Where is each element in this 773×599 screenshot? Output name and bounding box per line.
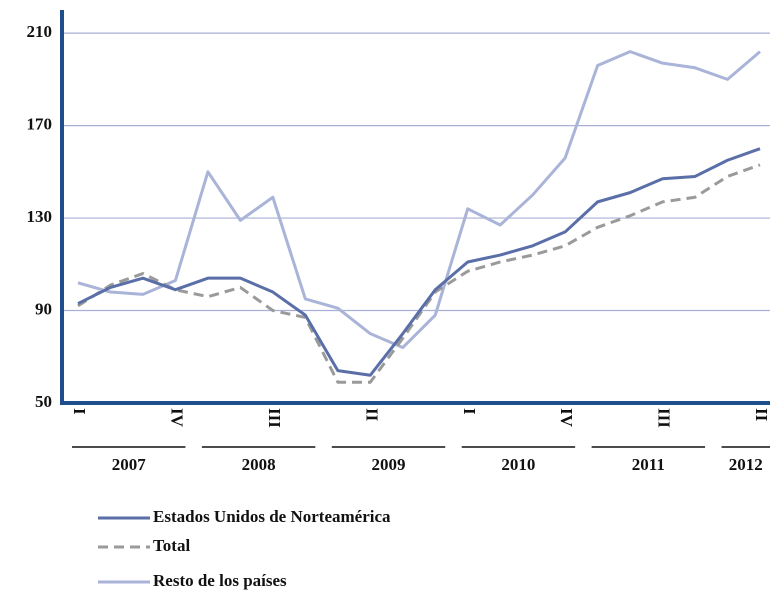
legend-label: Estados Unidos de Norteamérica — [153, 507, 391, 526]
legend-label: Total — [153, 536, 190, 555]
year-label: 2010 — [501, 455, 535, 474]
year-label: 2009 — [372, 455, 406, 474]
legend-label: Resto de los países — [153, 571, 287, 590]
x-tick-label: II — [752, 408, 771, 422]
y-tick-label: 170 — [27, 114, 53, 133]
year-label: 2007 — [112, 455, 147, 474]
y-tick-label: 130 — [27, 207, 53, 226]
x-tick-label: III — [655, 408, 674, 428]
x-tick-label: IV — [168, 408, 187, 428]
series-line — [77, 147, 761, 377]
x-tick-label: I — [460, 408, 479, 415]
year-label: 2012 — [729, 455, 763, 474]
year-label: 2008 — [242, 455, 276, 474]
x-tick-label: III — [265, 408, 284, 428]
y-tick-label: 90 — [35, 299, 52, 318]
x-tick-label: II — [362, 408, 381, 422]
series-line — [77, 50, 761, 350]
series-line — [77, 163, 761, 384]
y-tick-label: 210 — [27, 22, 53, 41]
year-label: 2011 — [632, 455, 665, 474]
x-tick-label: I — [70, 408, 89, 415]
y-tick-label: 50 — [35, 392, 52, 411]
x-tick-label: IV — [557, 408, 576, 428]
